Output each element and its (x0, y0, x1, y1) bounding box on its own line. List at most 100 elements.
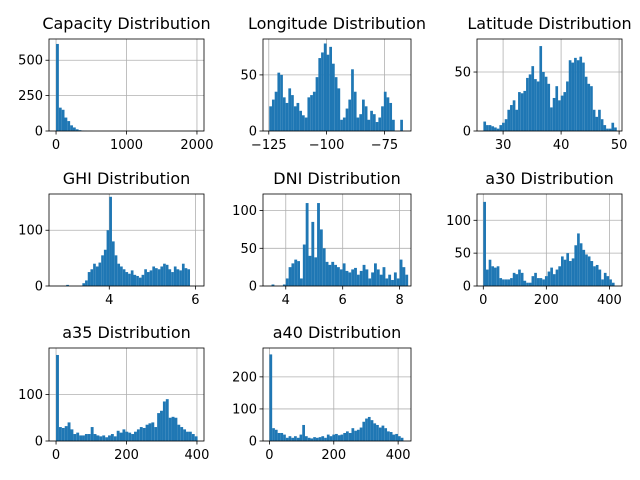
histogram-bar (388, 274, 392, 286)
x-tick-label: 40 (553, 138, 570, 153)
y-tick-label: 0 (249, 280, 257, 295)
subplot-title: DNI Distribution (273, 169, 400, 188)
histogram-bar (165, 399, 169, 441)
histogram-bar (491, 266, 495, 286)
histogram-bar (93, 263, 96, 286)
histogram-bar (378, 117, 382, 131)
histogram-bar (133, 274, 137, 286)
y-tick-label: 50 (240, 68, 257, 83)
histogram-bar (367, 119, 371, 131)
histogram-bar (307, 97, 311, 131)
histogram-bar (389, 432, 393, 441)
subplot-6: 0 200 400 0 50 100 a30 Distribution (446, 169, 623, 308)
histogram-bar (323, 43, 327, 131)
histogram-bar (187, 269, 191, 286)
histogram-bar (544, 276, 548, 286)
histogram-bar (520, 272, 524, 286)
y-tick-label: 50 (454, 247, 471, 262)
histogram-bar (87, 434, 91, 441)
histogram-bar (142, 427, 146, 441)
histogram-bar (318, 437, 322, 441)
histogram-bar (354, 430, 357, 441)
histogram-bar (376, 269, 380, 286)
histogram-bar (397, 436, 401, 441)
histogram-bar (374, 263, 377, 286)
histogram-bar (342, 117, 346, 131)
histogram-bar (326, 434, 330, 441)
histogram-bar (111, 241, 115, 286)
axes-frame (262, 347, 412, 442)
histogram-bar (291, 95, 294, 131)
histogram-bar (542, 279, 545, 286)
histogram-bar (157, 413, 161, 441)
histogram-bar (400, 437, 404, 441)
y-tick-label: 0 (463, 125, 471, 140)
histogram-bar (582, 249, 586, 286)
subplot-2: −125 −100 −75 0 50 Longitude Distribution (240, 14, 426, 153)
y-tick-label: 0 (35, 280, 43, 295)
x-tick-label: 200 (321, 448, 346, 463)
histogram-bar (611, 282, 615, 286)
histogram-bar (590, 261, 594, 286)
histogram-bar (282, 284, 286, 286)
histogram-bar (130, 270, 134, 286)
y-tick-label: 0 (35, 125, 43, 140)
histogram-bar (579, 56, 583, 131)
histogram-bar (171, 272, 174, 286)
histogram-bar (552, 97, 556, 131)
histogram-bar (359, 270, 363, 286)
histogram-bar (518, 269, 521, 286)
histogram-bar (318, 58, 322, 132)
histogram-bar (90, 427, 94, 441)
histogram-bar (335, 433, 338, 441)
histogram-bar (354, 267, 357, 286)
histogram-bar (376, 424, 379, 441)
histogram-bar (144, 269, 147, 286)
axes-frame (262, 193, 412, 287)
histogram-bar (304, 436, 308, 441)
histogram-bar (328, 264, 332, 286)
histogram-bar (105, 437, 109, 441)
histogram-bar (504, 119, 508, 131)
histogram-bar (382, 267, 386, 286)
histogram-bar (387, 431, 390, 441)
histogram-bar (371, 272, 374, 286)
histogram-bar (114, 255, 118, 286)
histogram-bar (515, 109, 519, 131)
histogram-bar (125, 431, 129, 441)
histogram-bar (552, 274, 556, 286)
histogram-bar (294, 436, 297, 441)
histogram-bar (359, 114, 363, 131)
histogram-bar (134, 431, 137, 441)
histogram-bar (128, 432, 132, 441)
histogram-bar (139, 427, 143, 441)
histogram-bar (138, 277, 142, 286)
histogram-bar (342, 263, 346, 286)
histogram-bar (534, 79, 537, 131)
histogram-bar (296, 102, 300, 131)
histogram-bar (502, 279, 505, 286)
subplot-title: a40 Distribution (273, 323, 402, 342)
histogram-bar (389, 102, 393, 131)
histogram-bar (120, 266, 123, 286)
histogram-bar (348, 432, 352, 441)
histogram-bar (272, 428, 275, 441)
histogram-bar (122, 429, 126, 441)
histogram-bar (324, 437, 327, 441)
histogram-bar (550, 107, 553, 131)
histogram-bar (345, 270, 349, 286)
histogram-bar (399, 259, 403, 286)
histogram-bar (299, 110, 302, 131)
histogram-bar (351, 69, 354, 131)
histogram-bar (603, 272, 607, 286)
histogram-bar (191, 434, 195, 441)
x-tick-label: 2000 (180, 138, 213, 153)
histogram-bar (337, 435, 341, 441)
histogram-bar (131, 434, 135, 441)
subplot-title: a30 Distribution (485, 169, 614, 188)
y-tick-label: 100 (232, 402, 257, 417)
histogram-bar (291, 437, 295, 441)
histogram-bar (117, 263, 121, 286)
x-tick-label: 1000 (110, 138, 143, 153)
